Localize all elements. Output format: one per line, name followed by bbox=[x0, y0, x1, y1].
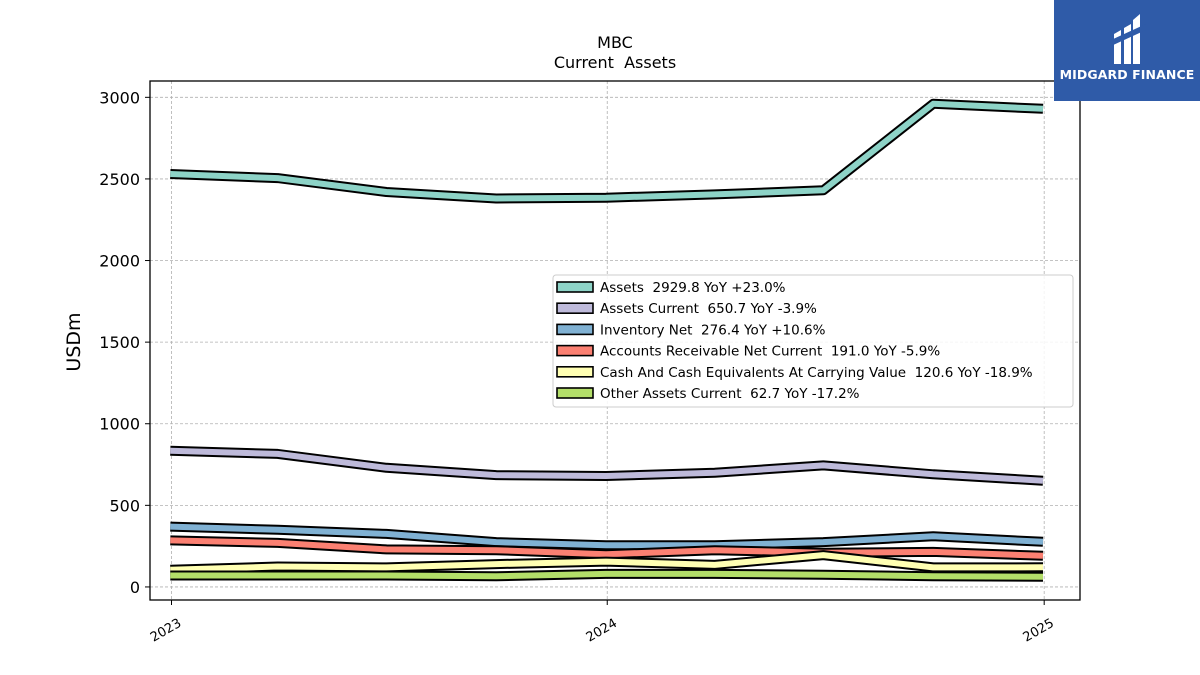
series-line-0 bbox=[170, 98, 1044, 204]
series-line-3 bbox=[170, 535, 1044, 561]
y-tick-label: 0 bbox=[130, 578, 140, 597]
y-tick-label: 2500 bbox=[99, 170, 140, 189]
y-tick-label: 3000 bbox=[99, 88, 140, 107]
plot-frame bbox=[149, 80, 1081, 601]
legend-label: Inventory Net 276.4 YoY +10.6% bbox=[600, 322, 826, 338]
legend-swatch bbox=[556, 281, 594, 293]
series-fill bbox=[170, 537, 1044, 559]
y-tick-label: 1000 bbox=[99, 415, 140, 434]
legend: Assets 2929.8 YoY +23.0% Assets Current 6… bbox=[552, 274, 1074, 408]
y-tick-label: 2000 bbox=[99, 252, 140, 271]
series-fill bbox=[170, 523, 1044, 549]
x-tick-label: 2023 bbox=[148, 616, 184, 646]
y-ticks: 0 500 1000 1500 2000 2500 3000 bbox=[99, 88, 150, 597]
legend-swatch bbox=[556, 344, 594, 357]
legend-swatch bbox=[556, 387, 594, 399]
x-ticks: 2023 2024 2025 bbox=[148, 600, 1057, 645]
series-fill bbox=[170, 100, 1044, 202]
legend-swatch bbox=[556, 302, 594, 315]
series-fill bbox=[170, 552, 1044, 573]
brand-mark-icon bbox=[1111, 14, 1146, 64]
legend-swatch bbox=[556, 365, 594, 378]
y-tick-label: 500 bbox=[109, 496, 140, 515]
y-tick-label: 1500 bbox=[99, 333, 140, 352]
legend-box bbox=[552, 274, 1074, 408]
series-line-5 bbox=[170, 568, 1044, 582]
brand-logo: MIDGARD FINANCE bbox=[1054, 0, 1200, 101]
x-tick-label: 2025 bbox=[1021, 616, 1057, 646]
series-line-1 bbox=[170, 445, 1044, 486]
chart-title: MBC bbox=[597, 33, 633, 52]
chart-subtitle: Current Assets bbox=[554, 53, 676, 72]
legend-label: Cash And Cash Equivalents At Carrying Va… bbox=[600, 365, 1033, 381]
y-axis-label: USDm bbox=[63, 312, 85, 371]
series-fill bbox=[170, 447, 1044, 484]
legend-label: Accounts Receivable Net Current 191.0 Yo… bbox=[600, 344, 940, 360]
legend-label: Assets Current 650.7 YoY -3.9% bbox=[600, 301, 817, 317]
series-line-2 bbox=[170, 521, 1044, 551]
legend-swatch bbox=[556, 323, 594, 336]
series-line-4 bbox=[170, 550, 1044, 575]
brand-name: MIDGARD FINANCE bbox=[1059, 67, 1195, 82]
legend-label: Other Assets Current 62.7 YoY -17.2% bbox=[600, 386, 860, 402]
x-tick-label: 2024 bbox=[584, 616, 620, 646]
series-fill bbox=[170, 570, 1044, 580]
series-layer bbox=[170, 98, 1044, 582]
legend-label: Assets 2929.8 YoY +23.0% bbox=[600, 280, 786, 296]
